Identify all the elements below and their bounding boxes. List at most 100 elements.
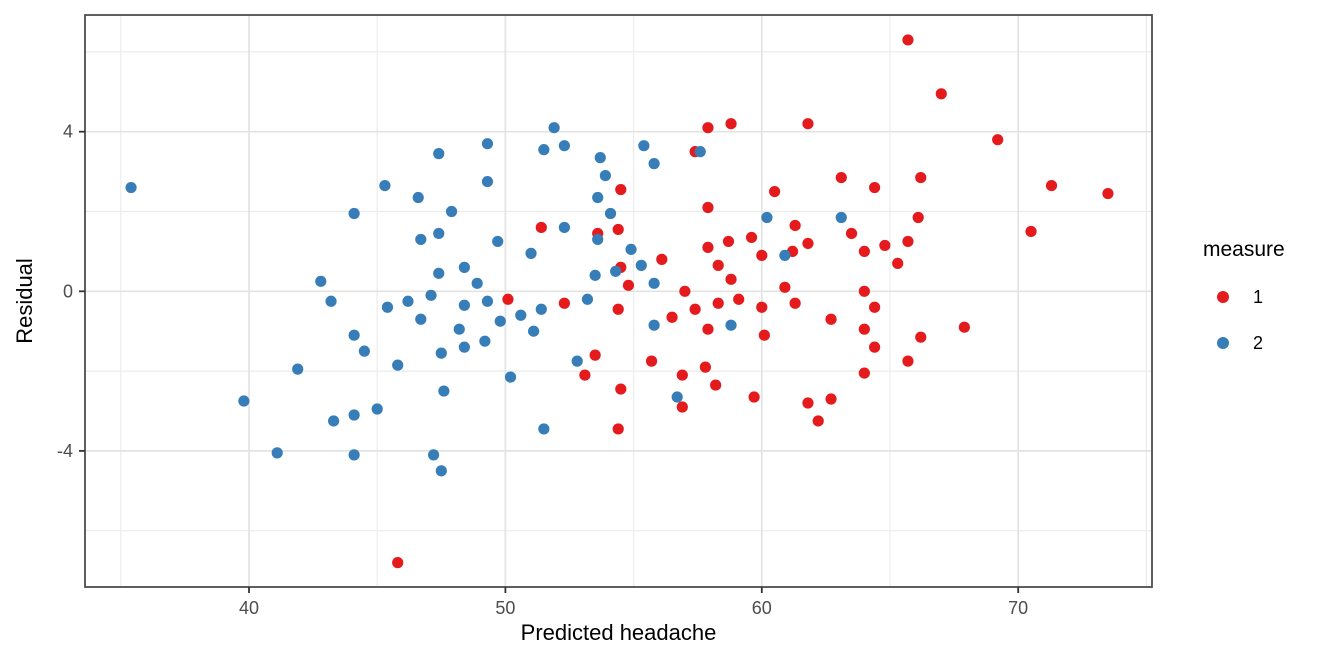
data-point-measure-2 xyxy=(453,323,465,335)
data-point-measure-2 xyxy=(325,295,337,307)
data-point-measure-2 xyxy=(528,325,540,337)
data-point-measure-1 xyxy=(879,239,891,252)
data-point-measure-1 xyxy=(656,253,668,265)
data-point-measure-1 xyxy=(756,301,768,313)
data-point-measure-2 xyxy=(428,449,440,461)
data-point-measure-1 xyxy=(835,171,847,184)
data-point-measure-2 xyxy=(381,301,394,313)
data-point-measure-1 xyxy=(712,297,724,309)
data-point-measure-1 xyxy=(789,297,801,309)
data-point-measure-2 xyxy=(348,207,360,220)
data-point-measure-1 xyxy=(1025,225,1037,238)
data-point-measure-2 xyxy=(412,191,424,204)
data-point-measure-1 xyxy=(733,293,745,305)
data-point-measure-2 xyxy=(371,403,383,415)
data-point-measure-2 xyxy=(415,233,427,246)
y-tick-label: 4 xyxy=(63,122,73,142)
data-point-measure-2 xyxy=(392,359,404,371)
data-point-measure-1 xyxy=(892,257,904,269)
data-point-measure-2 xyxy=(538,144,550,156)
data-point-measure-1 xyxy=(915,171,927,184)
data-point-measure-2 xyxy=(648,277,660,289)
data-point-measure-2 xyxy=(292,363,304,375)
data-point-measure-2 xyxy=(445,205,458,218)
data-point-measure-1 xyxy=(558,297,570,309)
data-point-measure-1 xyxy=(845,227,858,240)
data-point-measure-1 xyxy=(902,355,914,367)
data-point-measure-2 xyxy=(415,313,427,325)
y-tick-label: -4 xyxy=(57,441,73,461)
data-point-measure-1 xyxy=(992,134,1004,146)
data-point-measure-1 xyxy=(392,557,404,569)
data-point-measure-1 xyxy=(702,201,714,214)
data-point-measure-2 xyxy=(761,211,773,224)
data-point-measure-2 xyxy=(328,415,340,427)
data-point-measure-2 xyxy=(599,169,611,182)
panel-border xyxy=(84,14,1153,588)
data-point-measure-1 xyxy=(535,221,547,234)
data-point-measure-1 xyxy=(825,313,837,325)
legend: measure 1 2 xyxy=(1196,238,1285,354)
data-point-measure-1 xyxy=(825,393,837,405)
data-point-measure-1 xyxy=(769,185,781,198)
data-point-measure-2 xyxy=(558,221,570,234)
data-point-measure-1 xyxy=(758,329,770,341)
data-point-measure-2 xyxy=(625,243,637,256)
data-point-measure-1 xyxy=(502,293,514,305)
data-point-measure-2 xyxy=(594,152,606,164)
data-point-measure-2 xyxy=(648,319,660,331)
data-point-measure-1 xyxy=(802,237,814,250)
data-point-measure-2 xyxy=(571,355,583,367)
data-point-measure-1 xyxy=(702,323,714,335)
data-point-measure-1 xyxy=(869,181,881,194)
data-point-measure-1 xyxy=(902,235,914,248)
data-point-measure-1 xyxy=(722,235,735,248)
data-point-measure-2 xyxy=(494,315,506,327)
x-tick-label: 50 xyxy=(495,598,515,618)
legend-label-measure-2: 2 xyxy=(1253,332,1264,353)
data-point-measure-2 xyxy=(538,423,550,435)
data-point-measure-1 xyxy=(915,331,927,343)
data-point-measure-2 xyxy=(315,275,327,287)
data-point-measure-1 xyxy=(779,281,791,293)
data-point-measure-2 xyxy=(238,395,250,407)
data-point-measure-2 xyxy=(635,259,647,271)
data-point-measure-1 xyxy=(802,118,814,130)
data-point-measure-2 xyxy=(604,207,617,220)
y-tick-label: 0 xyxy=(63,281,73,301)
data-point-measure-2 xyxy=(515,309,527,321)
data-point-measure-2 xyxy=(433,227,445,240)
data-point-measure-2 xyxy=(348,329,360,341)
data-point-measure-1 xyxy=(745,231,758,244)
data-point-measure-1 xyxy=(725,273,737,285)
data-point-measure-1 xyxy=(756,249,768,261)
data-point-measure-2 xyxy=(348,409,360,421)
data-point-measure-2 xyxy=(492,235,504,248)
data-point-measure-1 xyxy=(802,397,814,409)
data-point-measure-1 xyxy=(748,391,760,403)
data-point-measure-1 xyxy=(689,303,701,315)
legend-title: measure xyxy=(1203,238,1285,261)
data-point-measure-2 xyxy=(348,449,360,461)
data-point-measure-1 xyxy=(858,285,870,297)
data-point-measure-2 xyxy=(525,247,537,259)
legend-swatch-measure-2 xyxy=(1217,337,1229,349)
data-point-measure-1 xyxy=(579,369,591,381)
data-point-measure-2 xyxy=(438,385,450,397)
legend-swatch-measure-1 xyxy=(1217,291,1229,303)
data-point-measure-1 xyxy=(1045,179,1058,192)
data-point-measure-1 xyxy=(612,303,624,315)
data-point-measure-2 xyxy=(558,140,570,152)
data-point-measure-1 xyxy=(710,379,722,391)
data-point-measure-2 xyxy=(638,140,650,152)
data-point-measure-2 xyxy=(481,138,494,150)
data-point-measure-1 xyxy=(666,311,678,323)
data-point-measure-1 xyxy=(1102,187,1114,200)
data-point-measure-2 xyxy=(358,345,370,357)
data-point-measure-2 xyxy=(610,265,622,277)
data-point-measure-1 xyxy=(676,369,688,381)
data-point-measure-2 xyxy=(433,148,445,160)
data-point-measure-1 xyxy=(858,367,870,379)
data-point-measure-2 xyxy=(671,391,683,403)
